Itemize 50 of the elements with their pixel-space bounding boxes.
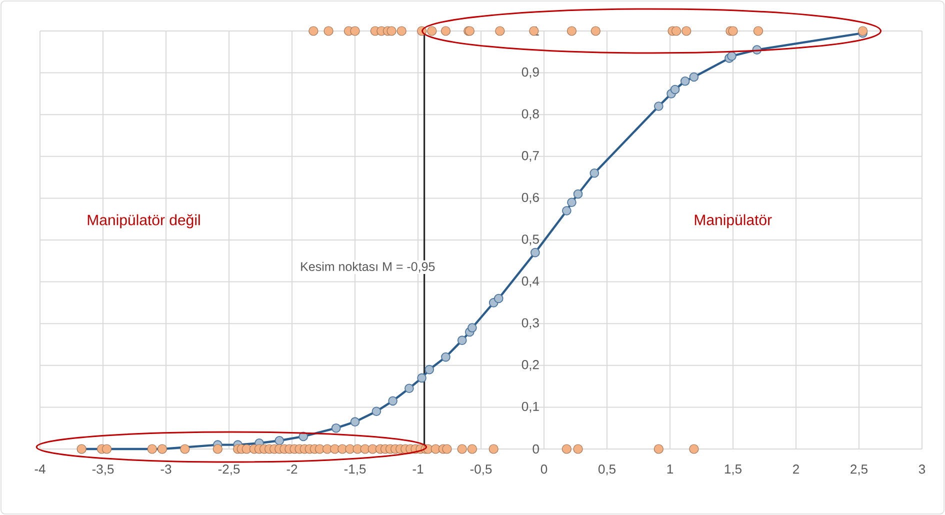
point <box>680 76 690 86</box>
y-tick-label: 0,2 <box>522 360 539 371</box>
point <box>417 373 426 383</box>
x-tick-label: 1,5 <box>724 464 742 476</box>
point <box>573 189 583 199</box>
ref-line-label: Kesim noktası M = -0,95 <box>301 262 435 272</box>
x-tick-label: -2 <box>286 464 298 474</box>
x-tick-label: 2,5 <box>850 464 868 476</box>
y-tick-label: 0,1 <box>522 402 539 413</box>
x-tick-label: -4 <box>34 464 46 474</box>
point <box>274 436 284 446</box>
x-tick-label: 2 <box>793 464 799 474</box>
point <box>567 198 576 208</box>
x-tick-label: -3,5 <box>92 464 114 476</box>
point <box>562 206 572 216</box>
y-tick-label: 0 <box>532 444 539 454</box>
point <box>530 248 540 258</box>
x-tick-label: 0 <box>540 464 548 474</box>
y-tick-label: 0,4 <box>522 276 540 288</box>
x-tick-label: -1 <box>412 464 424 474</box>
point <box>424 364 434 374</box>
point <box>494 294 504 304</box>
x-tick-label: -2,5 <box>218 464 240 476</box>
point <box>441 352 450 362</box>
point <box>689 72 699 82</box>
point <box>331 423 341 433</box>
x-tick-label: 1 <box>667 464 673 474</box>
point <box>670 84 680 94</box>
x-tick-label: -3 <box>160 464 172 474</box>
point <box>468 323 477 332</box>
point <box>350 417 360 426</box>
point <box>404 384 414 394</box>
point <box>654 102 664 111</box>
point <box>372 406 382 416</box>
x-tick-label: -0,5 <box>470 464 492 476</box>
x-tick-label: -1,5 <box>344 464 366 476</box>
point <box>727 51 736 61</box>
x-tick-label: 3 <box>918 464 926 474</box>
y-tick-label: 0,6 <box>522 192 539 204</box>
annotation: Manipülatör <box>694 214 772 228</box>
point <box>590 168 600 178</box>
point <box>457 336 467 345</box>
y-tick-label: 0,8 <box>522 109 539 120</box>
point <box>388 396 398 406</box>
y-tick-label: 0,3 <box>522 318 539 329</box>
y-tick-label: 0,9 <box>522 67 539 78</box>
y-tick-label: 0,5 <box>522 234 539 246</box>
x-tick-label: 0,5 <box>598 464 616 476</box>
annotation: Manipülatör değil <box>88 214 200 228</box>
y-tick-label: 0,7 <box>522 151 539 162</box>
